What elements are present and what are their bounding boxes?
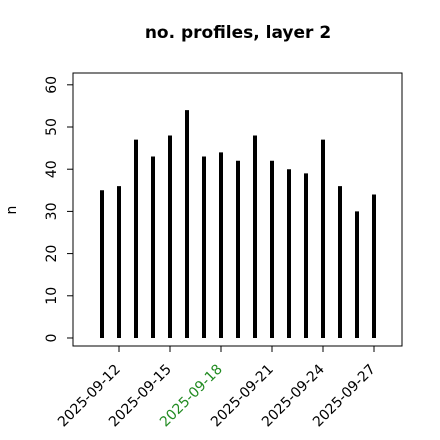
y-tick-label: 0 — [44, 334, 60, 343]
y-axis-label: n — [4, 206, 20, 215]
chart-title: no. profiles, layer 2 — [145, 23, 331, 43]
y-tick-label: 20 — [44, 245, 60, 263]
plot-frame — [72, 72, 403, 347]
y-tick-label: 60 — [44, 76, 60, 94]
y-tick-label: 40 — [44, 160, 60, 178]
y-tick-label: 10 — [44, 287, 60, 305]
y-tick-label: 50 — [44, 118, 60, 136]
y-tick-label: 30 — [44, 202, 60, 220]
